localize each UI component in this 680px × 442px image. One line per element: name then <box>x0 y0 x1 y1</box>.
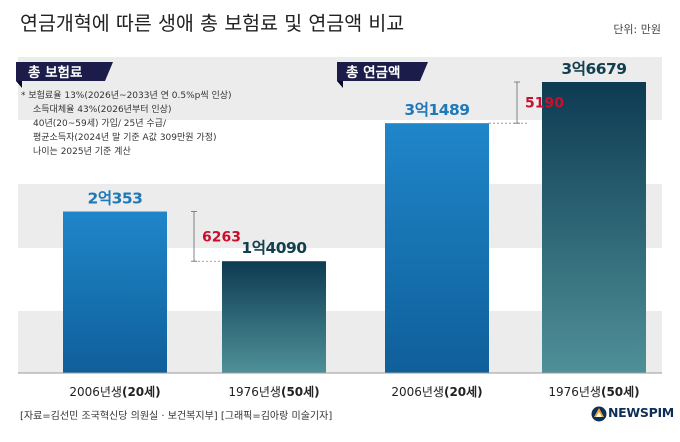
panel-tag-pension: 총 연금액 <box>337 62 428 88</box>
newspim-logo-text: NEWSPIM <box>608 405 674 420</box>
chart-marks: 2억353 2006년생(20세) 1억4090 1976년생(50세) 6263 3억1… <box>63 59 646 399</box>
category-label: 2006년생(20세) <box>391 384 482 399</box>
newspim-logo <box>591 406 607 422</box>
note-line-2: 소득대체율 43%(2026년부터 인상) <box>33 104 171 115</box>
bar <box>542 82 646 373</box>
note-line-1: * 보험료율 13%(2026년~2033년 연 0.5%p씩 인상) <box>21 90 232 101</box>
value-label: 3억6679 <box>561 59 626 78</box>
panel-tag-premium: 총 보험료 <box>16 62 113 88</box>
panel-title-pension: 총 연금액 <box>346 64 400 81</box>
source-credit: [자료=김선민 조국혁신당 의원실 · 보건복지부] [그래픽=김아랑 미술기자… <box>20 410 332 422</box>
chart-title: 연금개혁에 따른 생애 총 보험료 및 연금액 비교 <box>20 12 404 35</box>
bar <box>385 123 489 374</box>
unit-label: 단위: 만원 <box>613 23 661 36</box>
category-label: 1976년생(50세) <box>548 384 639 399</box>
value-label: 3억1489 <box>404 100 469 119</box>
category-label: 2006년생(20세) <box>69 384 160 399</box>
bar <box>63 211 167 373</box>
value-label: 1억4090 <box>241 238 307 257</box>
note-line-4: 평균소득자(2024년 말 기준 A값 309만원 가정) <box>33 131 217 143</box>
category-label: 1976년생(50세) <box>228 384 319 399</box>
note-line-5: 나이는 2025년 기준 계산 <box>33 145 131 157</box>
difference-label: 5190 <box>525 96 564 112</box>
bar <box>222 261 326 373</box>
footnote: * 보험료율 13%(2026년~2033년 연 0.5%p씩 인상) 소득대체… <box>21 90 232 157</box>
difference-label: 6263 <box>202 229 241 245</box>
note-line-3: 40년(20~59세) 가입/ 25년 수급/ <box>33 117 167 129</box>
panel-title-premium: 총 보험료 <box>28 64 83 81</box>
value-label: 2억353 <box>88 189 143 208</box>
